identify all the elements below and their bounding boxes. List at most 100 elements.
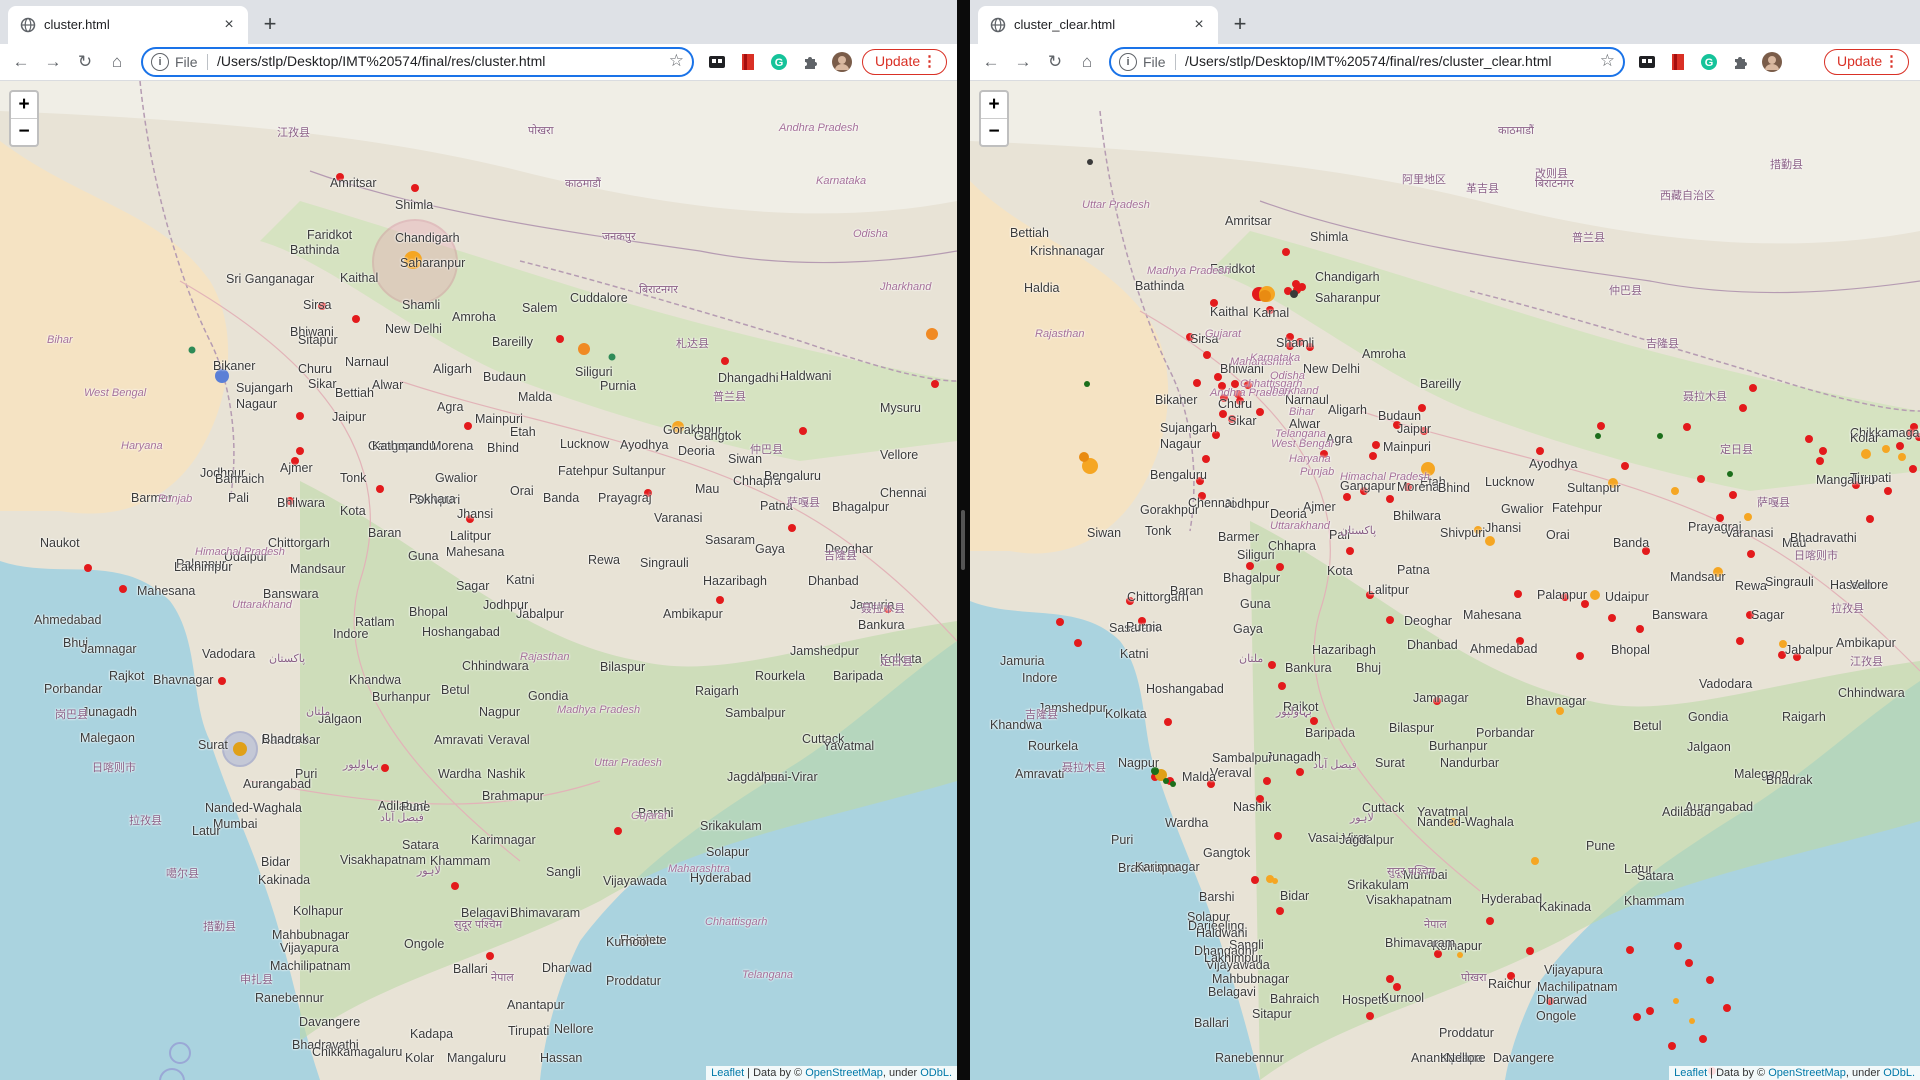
tab-cluster-clear[interactable]: cluster_clear.html ×	[978, 6, 1218, 44]
star-icon[interactable]: ☆	[1599, 51, 1615, 70]
grammarly-icon[interactable]: G	[769, 52, 789, 72]
city-label: Nagpur	[1118, 756, 1159, 770]
osm-link[interactable]: OpenStreetMap	[1768, 1067, 1846, 1079]
city-label: Nagaur	[1160, 437, 1201, 451]
tab-cluster[interactable]: cluster.html ×	[8, 6, 248, 44]
leaflet-link[interactable]: Leaflet	[711, 1067, 745, 1079]
city-label: Kakinada	[258, 873, 311, 887]
update-button[interactable]: Update ⋮	[862, 49, 947, 75]
city-label: Nanded-Waghala	[205, 801, 302, 815]
info-icon[interactable]: i	[151, 53, 169, 71]
state-label: Uttarakhand	[232, 599, 292, 611]
city-label: Bhuj	[1356, 661, 1382, 675]
foreign-place-label: 日喀则市	[92, 762, 136, 774]
close-icon[interactable]: ×	[224, 16, 234, 33]
url-text[interactable]: /Users/stlp/Desktop/IMT%20574/final/res/…	[1185, 53, 1552, 69]
city-label: Betul	[1633, 719, 1662, 733]
city-label: Bhiwani	[1220, 362, 1264, 376]
city-label: Mangaluru	[1816, 473, 1876, 487]
update-button[interactable]: Update ⋮	[1824, 49, 1909, 75]
forward-icon[interactable]: →	[1014, 52, 1032, 71]
city-label: Haldwani	[1196, 926, 1248, 940]
reload-icon[interactable]: ↻	[1047, 52, 1063, 71]
city-label: Budaun	[483, 370, 527, 384]
foreign-place-label: 定日县	[880, 656, 913, 668]
odbl-link[interactable]: ODbL.	[1883, 1067, 1915, 1079]
tab-title: cluster_clear.html	[1014, 17, 1116, 32]
osm-link[interactable]: OpenStreetMap	[805, 1067, 883, 1079]
url-scheme-label: File	[175, 54, 198, 70]
reload-icon[interactable]: ↻	[77, 52, 93, 71]
info-icon[interactable]: i	[1119, 53, 1137, 71]
city-label: Vadodara	[1699, 677, 1753, 691]
city-label: Rourkela	[1028, 739, 1079, 753]
map-view[interactable]: + − Amritsar Shimla Chandigarh Bathinda Fari…	[0, 81, 957, 1080]
city-label: Purnia	[1126, 620, 1163, 634]
url-text[interactable]: /Users/stlp/Desktop/IMT%20574/final/res/…	[217, 53, 546, 69]
home-icon[interactable]: ⌂	[111, 52, 123, 71]
star-icon[interactable]: ☆	[668, 51, 684, 70]
foreign-place-label: 普兰县	[713, 391, 746, 403]
city-label: Dharwad	[1537, 993, 1588, 1007]
browser-window-left: cluster.html × + ← → ↻ ⌂ i File /Users/s…	[0, 0, 957, 1080]
address-bar[interactable]: i File /Users/stlp/Desktop/IMT%20574/fin…	[141, 47, 694, 77]
attribution-under: , under	[882, 1067, 921, 1079]
city-label: Bhopal	[409, 605, 448, 619]
close-icon[interactable]: ×	[1194, 16, 1204, 33]
state-label: West Bengal	[1271, 438, 1334, 450]
back-icon[interactable]: ←	[982, 52, 1000, 71]
city-label: Hassan	[540, 1051, 583, 1065]
puzzle-icon[interactable]	[801, 52, 821, 72]
more-icon[interactable]: ⋮	[1884, 53, 1899, 70]
foreign-place-label: ملتان	[1239, 653, 1264, 665]
city-label: Ballari	[453, 962, 488, 976]
city-label: Belagavi	[1208, 985, 1256, 999]
city-label: Dhangadhi	[1194, 944, 1255, 958]
city-label: Shivpuri	[415, 493, 461, 507]
foreign-place-label: فیصل آباد	[1313, 759, 1357, 771]
city-label: Narnaul	[1285, 393, 1329, 407]
city-label: Dhangadhi	[718, 371, 779, 385]
city-label: Dhanbad	[1407, 638, 1458, 652]
extension-icon[interactable]	[707, 52, 727, 72]
city-label: Bhagalpur	[1223, 571, 1280, 585]
forward-icon[interactable]: →	[44, 52, 62, 71]
city-label: Mysuru	[880, 401, 921, 415]
bookmark-extension-icon[interactable]	[738, 52, 758, 72]
new-tab-button[interactable]: +	[1233, 11, 1247, 36]
address-bar[interactable]: i File /Users/stlp/Desktop/IMT%20574/fin…	[1109, 47, 1625, 77]
leaflet-link[interactable]: Leaflet	[1674, 1067, 1708, 1079]
new-tab-button[interactable]: +	[263, 11, 277, 36]
foreign-place-label: پاکستان	[1340, 525, 1377, 537]
zoom-out-button[interactable]: −	[11, 118, 37, 145]
divider-handle[interactable]	[961, 510, 965, 570]
city-label: Chhapra	[1268, 539, 1316, 553]
home-icon[interactable]: ⌂	[1081, 52, 1093, 71]
city-label: Bettiah	[1010, 226, 1049, 240]
avatar[interactable]	[832, 52, 852, 72]
city-label: Hoshangabad	[1146, 682, 1224, 696]
city-label: Jabalpur	[1785, 643, 1833, 657]
city-label: Shamli	[402, 298, 441, 312]
zoom-in-button[interactable]: +	[988, 94, 1000, 115]
city-label: Kakinada	[1539, 900, 1592, 914]
grammarly-icon[interactable]: G	[1699, 52, 1719, 72]
avatar[interactable]	[1762, 52, 1782, 72]
zoom-in-button[interactable]: +	[18, 94, 30, 115]
bookmark-extension-icon[interactable]	[1668, 52, 1688, 72]
city-label: Gondia	[528, 689, 569, 703]
map-view[interactable]: + − 阿里地区 革吉县 改则县 西藏自治区 措勤县 Amritsar Shimla Chan…	[970, 81, 1920, 1080]
city-label: Mumbai	[213, 817, 258, 831]
city-label: Sitapur	[298, 333, 338, 347]
city-label: Sultanpur	[1567, 481, 1621, 495]
city-label: Bankura	[1285, 661, 1332, 675]
zoom-out-button[interactable]: −	[981, 118, 1007, 145]
back-icon[interactable]: ←	[12, 52, 30, 71]
extension-icon[interactable]	[1637, 52, 1657, 72]
city-label: Mandsaur	[1670, 570, 1726, 584]
more-icon[interactable]: ⋮	[922, 53, 937, 70]
city-label: Cuttack	[1362, 801, 1405, 815]
odbl-link[interactable]: ODbL.	[920, 1067, 952, 1079]
foreign-place-label: 定日县	[1720, 444, 1753, 456]
puzzle-icon[interactable]	[1731, 52, 1751, 72]
